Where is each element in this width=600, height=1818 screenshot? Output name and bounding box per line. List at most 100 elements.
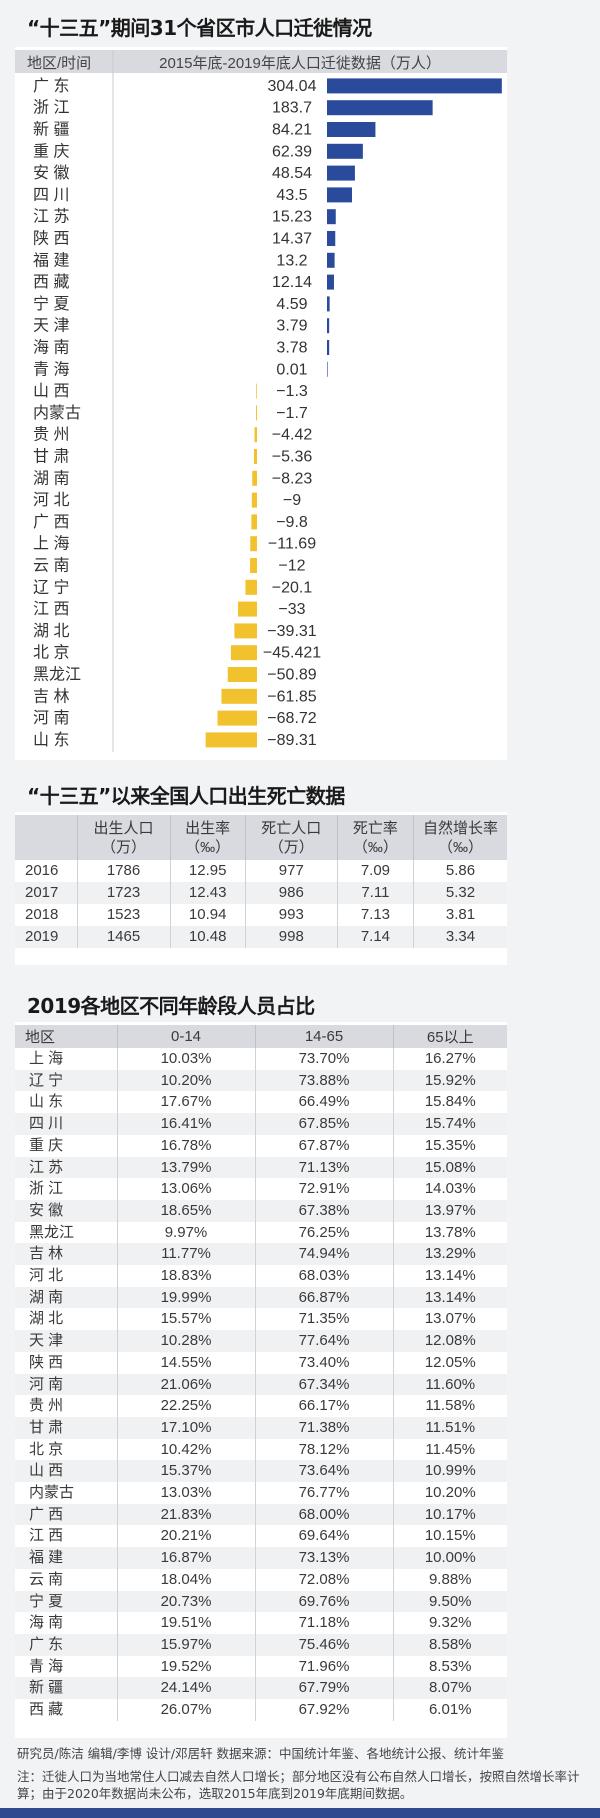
table-cell: 15.08% (392, 1156, 507, 1179)
value-label: 3.78 (276, 340, 307, 357)
table-row: 宁 夏 20.73% 69.76% 9.50% (15, 1590, 507, 1613)
table-cell: 甘 肃 (15, 1416, 117, 1439)
category-label: 贵 州 (33, 426, 69, 444)
table-cell: 9.88% (392, 1568, 507, 1591)
table-cell: 74.94% (254, 1243, 393, 1266)
table-cell: 江 苏 (15, 1156, 117, 1179)
table-cell: 12.05% (392, 1351, 507, 1374)
table-cell: 75.46% (254, 1633, 393, 1656)
table-cell: 11.77% (116, 1243, 255, 1266)
table-cell: 7.09 (336, 860, 414, 882)
table-cell: 福 建 (15, 1547, 117, 1569)
table-row: 山 西 15.37% 73.64% 10.99% (15, 1460, 507, 1483)
table-row: 2016 1786 12.95 977 7.09 5.86 (15, 860, 507, 882)
table-row: 重 庆 16.78% 67.87% 15.35% (15, 1134, 507, 1157)
chart-header-region: 地区/时间 (27, 55, 91, 72)
bar-negative (253, 449, 257, 464)
table-cell: 河 南 (15, 1373, 117, 1396)
births-deaths-panel: 出生人口 （万） 出生率 （‰） 死亡人口 （万） 死亡率 （‰） 自然增长率 （‰） 2016 1… (15, 812, 507, 965)
table-cell: 15.84% (392, 1091, 507, 1114)
footer-credits: 研究员/陈洁 编辑/李博 设计/邓居轩 数据来源：中国统计年鉴、各地统计公报、统… (17, 1746, 505, 1761)
category-label: 陕 西 (33, 230, 69, 248)
value-label: −4.42 (272, 427, 313, 444)
value-label: −50.89 (267, 667, 316, 684)
table-cell: 10.20% (392, 1482, 507, 1504)
table-cell: 9.50% (392, 1590, 507, 1613)
table-cell: 上 海 (29, 1050, 64, 1067)
table-cell: 16.87% (116, 1547, 255, 1569)
category-label: 甘 肃 (33, 448, 69, 466)
table-cell: 安 徽 (15, 1199, 117, 1222)
table-row: 四 川 16.41% 67.85% 15.74% (15, 1113, 507, 1135)
table-cell: 贵 州 (29, 1397, 64, 1415)
table-cell: 8.07% (392, 1677, 507, 1700)
bar-negative (256, 383, 257, 399)
table-cell: 66.49% (254, 1091, 393, 1114)
age-structure-panel: 地区 0-14 14-65 65以上 上 海 10.03% 73.70% 16.27% 辽 宁… (15, 1022, 507, 1738)
table-cell: 73.40% (254, 1351, 393, 1374)
category-label: 上 海 (33, 535, 69, 553)
births-deaths-header: 出生人口 （万） (76, 815, 170, 860)
table-cell: 7.14 (336, 926, 414, 948)
births-deaths-table: 出生人口 （万） 出生率 （‰） 死亡人口 （万） 死亡率 （‰） 自然增长率 （‰） 2016 1… (15, 815, 507, 948)
migration-chart-panel: 地区/时间 2015年底-2019年底人口迁徙数据（万人） 广 东 304.04 浙 江… (15, 47, 507, 760)
header-line2: （‰） (352, 838, 398, 856)
table-cell: 2019 (15, 926, 78, 948)
value-label: 43.5 (276, 187, 307, 204)
value-label: −39.31 (267, 623, 316, 640)
table-cell: 21.83% (116, 1503, 255, 1526)
table-cell: 72.08% (254, 1568, 393, 1591)
table-row: 2017 1723 12.43 986 7.11 5.32 (15, 882, 507, 904)
table-cell: 10.00% (392, 1547, 507, 1569)
category-label: 山 西 (33, 382, 69, 400)
bar-negative (251, 514, 257, 530)
table-cell: 986 (244, 882, 338, 904)
footer-note: 注：迁徙人口为当地常住人口减去自然人口增长；部分地区没有公布自然人口增长，按照自… (17, 1769, 580, 1801)
category-label: 四 川 (33, 187, 69, 204)
table-cell: 15.74% (392, 1113, 507, 1135)
table-cell: 67.87% (254, 1134, 393, 1157)
table-cell: 71.96% (254, 1655, 393, 1678)
table-cell: 18.65% (116, 1199, 255, 1222)
table-cell: 68.03% (254, 1265, 393, 1287)
header-line2: （‰） (438, 838, 484, 856)
header-line1: 出生率 (185, 819, 231, 837)
table-cell: 7.13 (336, 904, 414, 926)
bar-negative (256, 405, 257, 421)
value-label: 62.39 (272, 143, 312, 160)
table-cell: 11.60% (392, 1373, 507, 1396)
bar-negative (254, 427, 257, 443)
table-row: 西 藏 26.07% 67.92% 6.01% (15, 1699, 507, 1721)
table-cell: 10.99% (392, 1460, 507, 1483)
table-cell: 71.13% (254, 1156, 393, 1179)
category-label: 安 徽 (33, 164, 69, 182)
table-cell: 11.58% (392, 1395, 507, 1417)
bar-negative (205, 732, 257, 748)
bar-negative (230, 645, 257, 661)
table-cell: 2017 (15, 882, 78, 904)
table-cell: 9.32% (392, 1612, 507, 1634)
category-label: 湖 北 (33, 622, 69, 640)
chart-header-value: 2015年底-2019年底人口迁徙数据（万人） (159, 55, 441, 72)
category-label: 西 藏 (33, 273, 69, 291)
table-cell: 新 疆 (15, 1677, 117, 1700)
category-label: 海 南 (33, 339, 69, 357)
migration-chart-title: “十三五”期间31个省区市人口迁徙情况 (27, 16, 372, 40)
table-cell: 13.78% (392, 1221, 507, 1244)
table-row: 上 海 10.03% 73.70% 16.27% (15, 1048, 507, 1070)
births-deaths-header: 自然增长率 （‰） (413, 815, 507, 860)
table-cell: 13.14% (392, 1265, 507, 1287)
value-label: −5.36 (272, 449, 313, 466)
value-label: 13.2 (276, 252, 307, 269)
bar-negative (238, 601, 257, 617)
category-label: 河 北 (33, 491, 69, 509)
table-row: 河 北 18.83% 68.03% 13.14% (15, 1265, 507, 1287)
age-header: 14-65 (254, 1025, 393, 1048)
table-row: 吉 林 11.77% 74.94% 13.29% (15, 1243, 507, 1266)
category-label: 广 东 (33, 77, 69, 95)
header-line1: 死亡人口 (261, 819, 322, 837)
births-deaths-title: “十三五”以来全国人口出生死亡数据 (27, 784, 345, 808)
table-cell: 67.79% (254, 1677, 393, 1700)
bar-negative (251, 492, 257, 508)
bar-positive (327, 100, 433, 116)
